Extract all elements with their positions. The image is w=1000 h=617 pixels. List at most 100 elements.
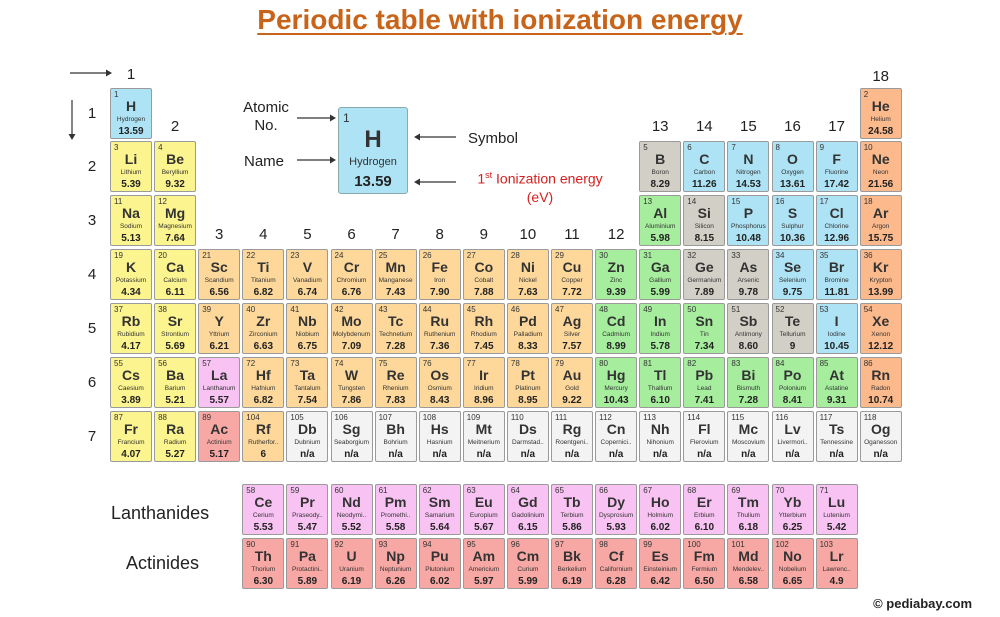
element-name: Iodine: [827, 331, 846, 338]
legend-symbol-label: Symbol: [468, 130, 519, 147]
element-atomic-number: 53: [819, 305, 829, 314]
element-symbol: Ar: [872, 205, 889, 221]
element-symbol: Sb: [739, 313, 758, 329]
element-symbol: Nh: [650, 421, 670, 437]
element-name: Terbium: [560, 512, 584, 519]
element-cell-db: 105 Db Dubnium n/a: [286, 411, 329, 462]
element-symbol: Zn: [607, 259, 625, 275]
element-symbol: Ra: [166, 421, 185, 437]
element-atomic-number: 79: [555, 359, 564, 368]
element-ionization-energy: 7.09: [341, 341, 362, 352]
element-cell-te: 52 Te Tellurium 9: [771, 303, 814, 354]
element-cell-cl: 17 Cl Chlorine 12.96: [815, 195, 858, 246]
element-name: Titanium: [250, 277, 276, 284]
element-cell-os: 76 Os Osmium 8.43: [418, 357, 461, 408]
element-symbol: Mo: [341, 313, 362, 329]
element-symbol: Cr: [343, 259, 360, 275]
element-atomic-number: 47: [555, 305, 564, 314]
group-label: 11: [564, 226, 580, 243]
period-label: 3: [87, 212, 97, 229]
element-name: Gadolinium: [511, 512, 545, 519]
element-cell-cd: 48 Cd Cadmium 8.99: [595, 303, 638, 354]
element-name: Radon: [871, 385, 891, 392]
element-name: Silver: [563, 331, 581, 338]
element-symbol: Cs: [122, 367, 140, 383]
element-symbol: Tl: [653, 367, 667, 383]
element-cell-mg: 12 Mg Magnesium 7.64: [154, 195, 197, 246]
element-symbol: Ni: [520, 259, 535, 275]
group-direction-arrow-icon: [70, 69, 112, 77]
element-atomic-number: 56: [158, 359, 167, 368]
element-ionization-energy: 5.52: [341, 522, 362, 533]
element-cell-sg: 106 Sg Seaborgium n/a: [330, 411, 373, 462]
element-ionization-energy: 24.58: [868, 126, 894, 137]
element-ionization-energy: n/a: [520, 449, 536, 460]
element-name: Rutherfor..: [248, 439, 279, 446]
element-atomic-number: 72: [246, 359, 256, 368]
element-ionization-energy: 8.41: [782, 395, 803, 406]
element-ionization-energy: 8.95: [518, 395, 538, 406]
element-cell-ir: 77 Ir Iridium 8.96: [462, 357, 505, 408]
element-ionization-energy: 5.13: [121, 233, 141, 244]
element-symbol: Th: [254, 548, 272, 564]
element-ionization-energy: 9.22: [562, 395, 582, 406]
element-atomic-number: 36: [863, 251, 873, 260]
period-label: 7: [87, 428, 97, 445]
element-symbol: Gd: [518, 494, 538, 510]
element-atomic-number: 27: [466, 251, 476, 260]
element-symbol: As: [739, 259, 758, 275]
element-symbol: Lu: [828, 494, 846, 510]
element-name: Bismuth: [736, 385, 761, 392]
element-name: Astatine: [824, 385, 849, 392]
element-cell-rf: 104 Rf Rutherfor.. 6: [242, 411, 285, 462]
element-ionization-energy: 7.64: [165, 233, 185, 244]
element-cell-fm: 100 Fm Fermium 6.50: [683, 538, 726, 589]
element-cell-bk: 97 Bk Berkelium 6.19: [551, 538, 593, 589]
element-atomic-number: 105: [290, 413, 304, 422]
element-ionization-energy: 5.89: [297, 576, 318, 587]
element-name: Tantalum: [294, 385, 321, 392]
element-ionization-energy: 5.69: [165, 341, 185, 352]
element-cell-th: 90 Th Thorium 6.30: [242, 538, 285, 589]
element-symbol: Na: [122, 205, 140, 221]
element-symbol: Mn: [385, 259, 406, 275]
element-cell-nb: 41 Nb Niobium 6.75: [286, 303, 329, 354]
element-symbol: Ac: [210, 421, 229, 437]
element-ionization-energy: 6.19: [341, 576, 362, 587]
element-cell-sm: 62 Sm Samarium 5.64: [418, 484, 461, 535]
element-ionization-energy: 6.76: [341, 287, 362, 298]
element-atomic-number: 24: [334, 251, 344, 260]
element-cell-ni: 28 Ni Nickel 7.63: [506, 249, 549, 300]
element-name: Niobium: [295, 331, 320, 338]
element-ionization-energy: 6.25: [782, 522, 803, 533]
element-ionization-energy: 5.42: [826, 522, 847, 533]
element-name: Indium: [650, 331, 670, 338]
period-label: 2: [87, 158, 97, 175]
element-atomic-number: 6: [687, 143, 692, 152]
element-name: Flerovium: [690, 439, 719, 446]
element-ionization-energy: 6.63: [253, 341, 274, 352]
element-name: Zinc: [609, 277, 623, 284]
element-symbol: Np: [386, 548, 405, 564]
element-name: Neptunium: [379, 566, 412, 573]
element-symbol: Ds: [518, 421, 537, 437]
element-atomic-number: 58: [246, 486, 256, 495]
element-symbol: C: [699, 151, 710, 167]
element-name: Magnesium: [158, 223, 192, 230]
element-cell-po: 84 Po Polonium 8.41: [771, 357, 814, 408]
element-atomic-number: 62: [422, 486, 432, 495]
arrow-left-icon: [414, 178, 456, 186]
element-atomic-number: 82: [687, 359, 697, 368]
element-symbol: Kr: [872, 259, 889, 275]
element-ionization-energy: 7.83: [385, 395, 406, 406]
element-atomic-number: 90: [246, 540, 256, 549]
element-cell-no: 102 No Nobelium 6.65: [771, 538, 814, 589]
group-label: 6: [347, 226, 356, 243]
element-atomic-number: 113: [643, 413, 656, 422]
element-cell-co: 27 Co Cobalt 7.88: [462, 249, 505, 300]
element-ionization-energy: n/a: [344, 449, 359, 460]
element-ionization-energy: n/a: [829, 449, 844, 460]
element-atomic-number: 95: [466, 540, 476, 549]
element-ionization-energy: n/a: [873, 449, 888, 460]
element-symbol: Pt: [520, 367, 535, 383]
